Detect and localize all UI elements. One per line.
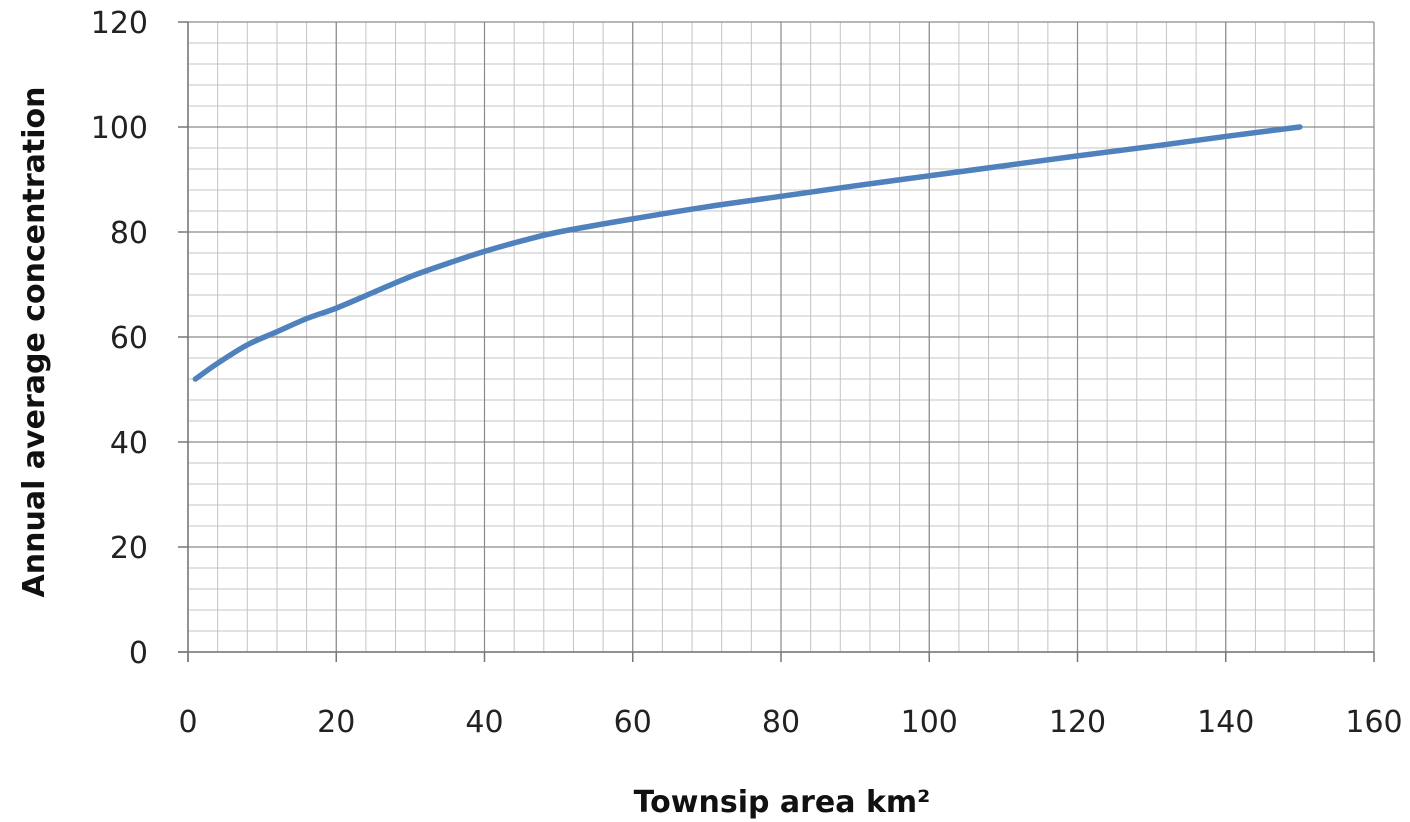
series-line-0: [192, 124, 1303, 382]
grid: [187, 21, 1375, 653]
y-tick-label: 60: [110, 321, 148, 356]
y-tick-label: 120: [91, 6, 148, 41]
series: [192, 124, 1303, 382]
y-axis-title: Annual average concentration: [17, 87, 52, 598]
y-tick-label: 20: [110, 531, 148, 566]
x-tick-label: 120: [1049, 705, 1106, 740]
x-tick-label: 100: [901, 705, 958, 740]
x-tick-label: 0: [178, 705, 197, 740]
tick-labels: 0 20 40 60 80 100 120 140 160 0 20 40 60 80 100 120: [91, 6, 1403, 740]
y-tick-label: 40: [110, 426, 148, 461]
y-tick-label: 0: [129, 636, 148, 671]
x-tick-label: 160: [1345, 705, 1402, 740]
y-tick-label: 100: [91, 111, 148, 146]
x-tick-label: 40: [465, 705, 503, 740]
x-tick-label: 80: [762, 705, 800, 740]
x-tick-label: 60: [614, 705, 652, 740]
x-tick-label: 20: [317, 705, 355, 740]
axes: [178, 21, 1375, 662]
x-axis-title: Townsip area km²: [634, 785, 931, 820]
x-tick-label: 140: [1197, 705, 1254, 740]
y-tick-label: 80: [110, 216, 148, 251]
